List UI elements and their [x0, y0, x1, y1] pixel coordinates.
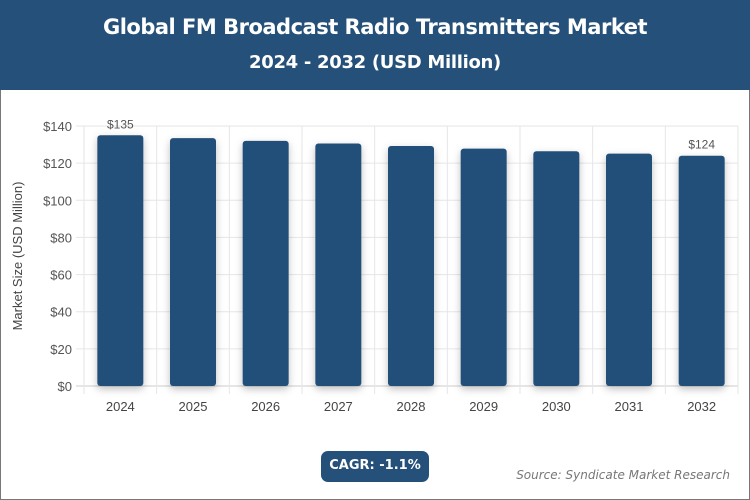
x-tick-label: 2029: [469, 399, 498, 414]
chart-title: Global FM Broadcast Radio Transmitters M…: [102, 15, 648, 39]
x-tick-label: 2025: [179, 399, 208, 414]
y-tick-label: $40: [50, 305, 72, 320]
bar-2026: [242, 140, 289, 386]
y-tick-label: $80: [50, 230, 72, 245]
x-tick-label: 2024: [106, 399, 135, 414]
y-axis-label: Market Size (USD Million): [10, 182, 25, 331]
data-label: $135: [107, 117, 134, 131]
y-tick-label: $100: [43, 193, 72, 208]
y-tick-label: $0: [58, 379, 72, 394]
x-tick-label: 2028: [397, 399, 426, 414]
x-tick-label: 2031: [615, 399, 644, 414]
y-tick-label: $140: [43, 119, 72, 134]
data-label: $124: [688, 138, 715, 152]
y-tick-label: $20: [50, 342, 72, 357]
x-tick-label: 2027: [324, 399, 353, 414]
chart-header: Global FM Broadcast Radio Transmitters M…: [0, 0, 750, 90]
bar-2031: [606, 153, 652, 386]
source-note: Source: Syndicate Market Research: [516, 468, 730, 482]
x-tick-label: 2032: [687, 399, 716, 414]
x-tick-label: 2026: [251, 399, 280, 414]
bar-2027: [315, 143, 362, 386]
chart-subtitle: 2024 - 2032 (USD Million): [249, 52, 501, 73]
bar-2024: [97, 135, 144, 386]
y-tick-label: $120: [43, 156, 72, 171]
x-tick-label: 2030: [542, 399, 571, 414]
y-tick-label: $60: [50, 268, 72, 283]
bar-2029: [460, 148, 507, 386]
bar-2025: [170, 138, 216, 386]
bar-2028: [388, 146, 434, 386]
bar-2030: [533, 151, 580, 386]
bar-2032: [678, 155, 725, 386]
cagr-badge: CAGR: -1.1%: [321, 451, 429, 482]
